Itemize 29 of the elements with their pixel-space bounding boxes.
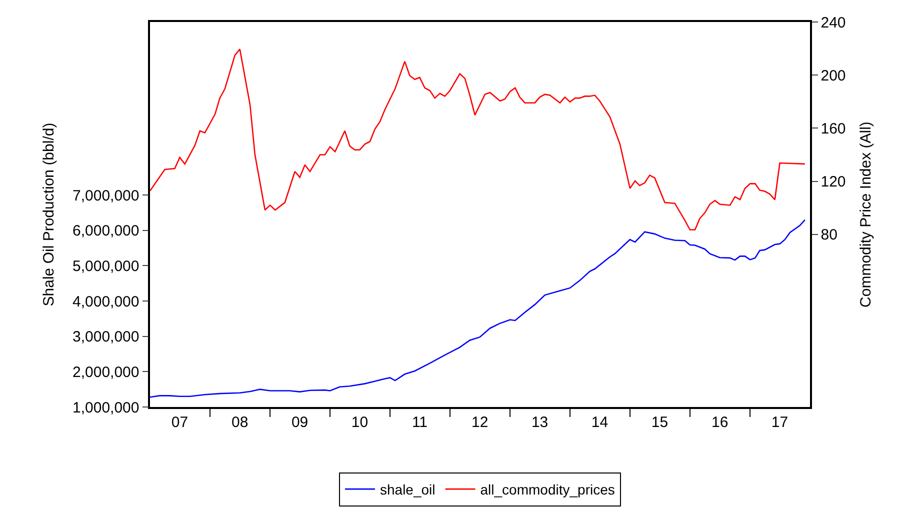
y-tick-label: 7,000,000 (72, 187, 140, 204)
legend-label: shale_oil (380, 482, 436, 498)
y2-tick-label: 200 (820, 67, 846, 84)
y2-tick-label: 120 (820, 174, 846, 191)
y2-tick-label: 160 (820, 120, 846, 138)
x-tick-label: 07 (171, 414, 188, 431)
x-tick-label: 16 (711, 414, 728, 431)
x-tick-label: 10 (351, 414, 368, 431)
x-tick-label: 14 (591, 414, 608, 431)
y-tick-label: 1,000,000 (72, 399, 140, 416)
x-tick-label: 09 (291, 414, 308, 431)
y-tick-label: 6,000,000 (72, 222, 140, 240)
x-tick-label: 12 (471, 414, 488, 431)
y-tick-label: 4,000,000 (72, 293, 140, 310)
y-axis-title: Shale Oil Production (bbl/d) (40, 122, 58, 306)
x-tick-label: 11 (412, 414, 428, 431)
y-tick-label: 5,000,000 (72, 258, 140, 275)
line-series (150, 219, 806, 398)
y2-tick-label: 240 (820, 14, 846, 32)
x-tick-label: 08 (232, 414, 248, 431)
legend-label: all_commodity_prices (480, 482, 615, 498)
y-tick-label: 3,000,000 (72, 328, 140, 346)
x-tick-label: 13 (531, 414, 548, 431)
y2-axis-title: Commodity Price Index (All) (857, 122, 874, 308)
y2-tick-label: 80 (820, 226, 838, 244)
x-tick-label: 15 (651, 414, 668, 431)
x-tick-label: 17 (771, 414, 788, 431)
line-series (150, 48, 806, 230)
y-tick-label: 2,000,000 (72, 364, 140, 381)
